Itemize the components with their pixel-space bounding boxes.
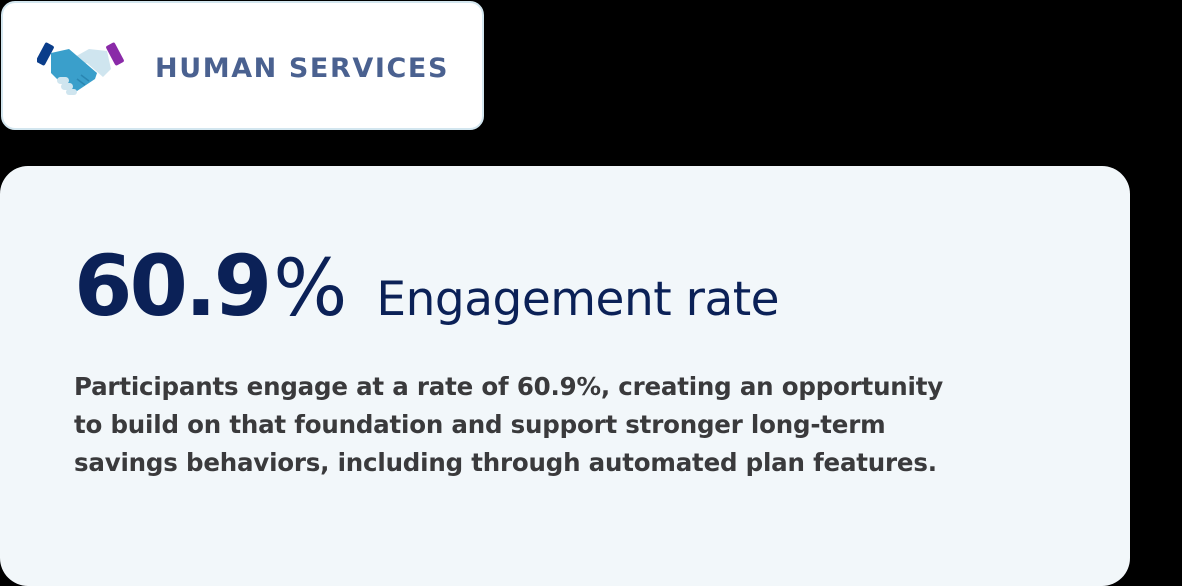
description-line: to build on that foundation and support …	[74, 410, 886, 439]
stat-description: Participants engage at a rate of 60.9%, …	[74, 368, 1034, 482]
stat-label: Engagement rate	[376, 272, 780, 327]
stat-headline: 60.9% Engagement rate	[74, 236, 780, 350]
handshake-icon	[37, 42, 124, 95]
stat-percent-symbol: %	[273, 244, 347, 334]
category-badge: HUMAN SERVICES	[1, 1, 484, 130]
stat-value: 60.9	[74, 237, 272, 335]
stat-card	[0, 166, 1130, 586]
description-line: savings behaviors, including through aut…	[74, 448, 937, 477]
description-line: Participants engage at a rate of 60.9%, …	[74, 372, 944, 401]
category-label: HUMAN SERVICES	[155, 53, 450, 84]
